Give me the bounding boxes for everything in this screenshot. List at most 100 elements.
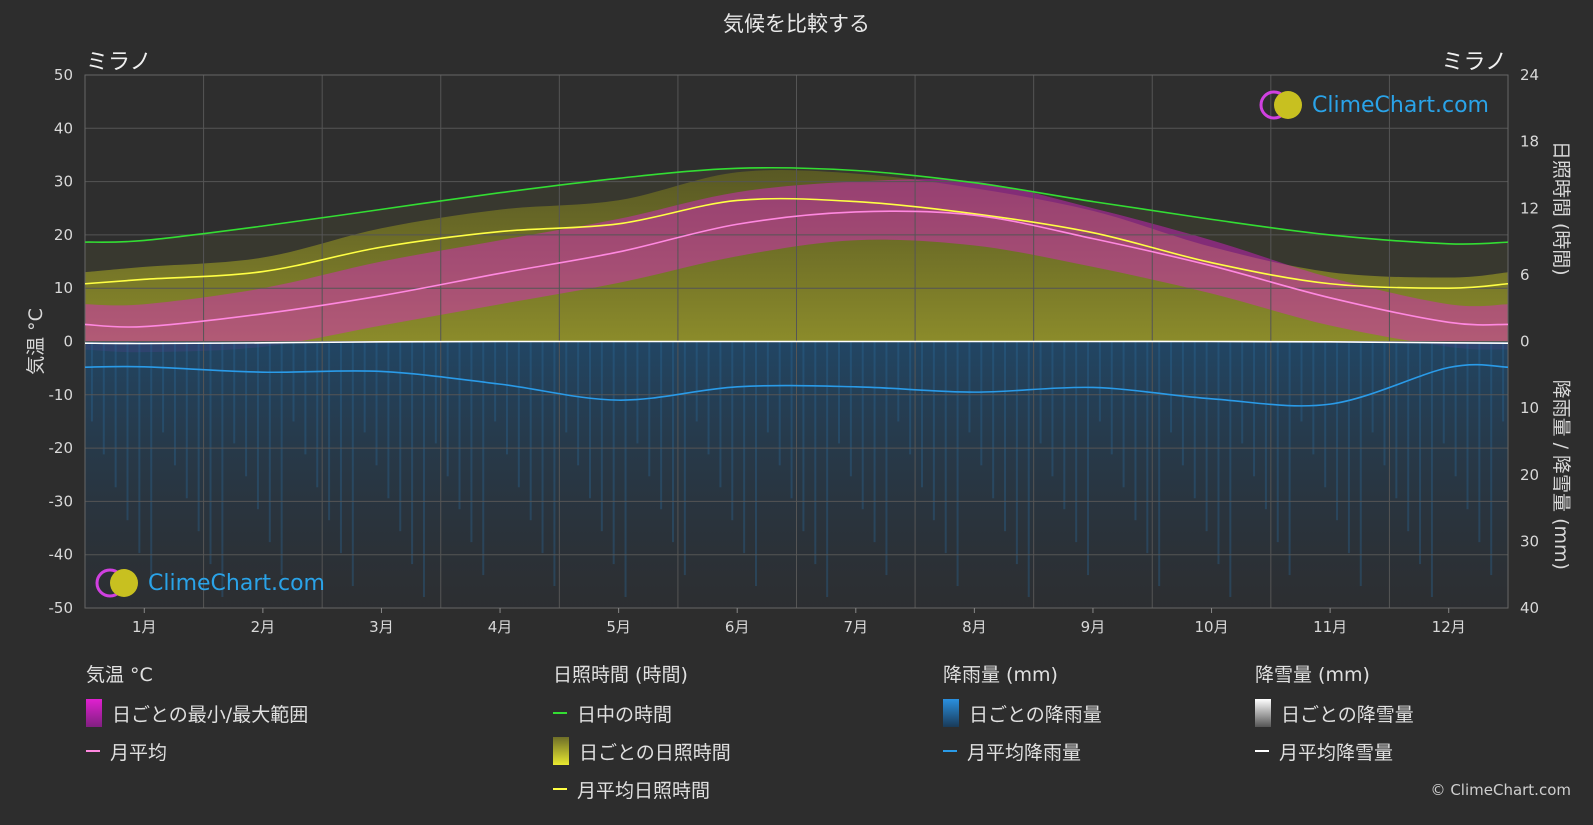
y-tick-left: 20	[54, 226, 73, 244]
rain-daily-bar	[209, 341, 212, 565]
rain-daily-bar	[577, 341, 580, 466]
legend-temp-avg-swatch	[86, 750, 100, 752]
brand-logo-bottom: ClimeChart.com	[94, 566, 325, 600]
rain-daily-bar	[1217, 341, 1220, 565]
rain-daily-bar	[138, 341, 141, 554]
rain-daily-bar	[743, 341, 746, 554]
rain-daily-bar	[292, 341, 295, 422]
y-tick-right-precip: 30	[1520, 532, 1539, 550]
x-tick-label: 8月	[962, 618, 987, 636]
rain-daily-bar	[1359, 341, 1362, 587]
location-left: ミラノ	[86, 50, 152, 75]
y-tick-right-sunshine: 24	[1520, 66, 1539, 84]
rain-daily-bar	[814, 341, 817, 565]
x-tick-label: 2月	[251, 618, 276, 636]
rain-daily-bar	[553, 341, 556, 587]
rain-daily-bar	[683, 341, 686, 576]
rain-daily-bar	[1075, 341, 1078, 543]
rain-daily-bar	[932, 341, 935, 521]
rain-daily-bar	[304, 341, 307, 455]
x-tick-label: 12月	[1432, 618, 1466, 636]
y-tick-right-sunshine: 6	[1520, 266, 1530, 284]
rain-daily-bar	[1087, 341, 1090, 576]
brand-logo-top: ClimeChart.com	[1258, 88, 1489, 122]
rain-daily-bar	[754, 341, 757, 587]
rain-daily-bar	[328, 341, 331, 521]
y-tick-left: 30	[54, 173, 73, 191]
x-tick-label: 11月	[1313, 618, 1347, 636]
rain-daily-bar	[1502, 341, 1505, 422]
rain-daily-bar	[565, 341, 568, 433]
sunshine-avg-line	[84, 197, 1509, 290]
rain-daily-bar	[411, 341, 414, 565]
rain-daily-bar	[921, 341, 924, 488]
rain-daily-bar	[1229, 341, 1232, 598]
y-tick-left: -10	[49, 386, 74, 404]
legend-temperature: 気温 °C 日ごとの最小/最大範囲 月平均	[86, 660, 308, 777]
rain-daily-bar	[1063, 341, 1066, 510]
rain-daily-bar	[1454, 341, 1457, 477]
legend-sunshine-avg-label: 月平均日照時間	[577, 779, 711, 802]
rain-daily-bar	[375, 341, 378, 466]
rain-daily-bar	[150, 341, 153, 587]
rain-daily-bar	[1490, 341, 1493, 576]
rain-avg-line	[84, 363, 1509, 407]
y-tick-left: 10	[54, 279, 73, 297]
rain-daily-bar	[245, 341, 248, 477]
rain-daily-bar	[1430, 341, 1433, 598]
rain-daily-bar	[422, 341, 425, 598]
rain-daily-bar	[173, 341, 176, 466]
rain-daily-bar	[1336, 341, 1339, 521]
rain-daily-bar	[1051, 341, 1054, 477]
chart-title: 気候を比較する	[723, 12, 870, 36]
rain-daily-bar	[944, 341, 947, 554]
snow-avg-line	[84, 340, 1509, 345]
legend-sunshine-avg-swatch	[553, 788, 567, 790]
rain-daily-bar	[1466, 341, 1469, 510]
rain-daily-bar	[1039, 341, 1042, 444]
rain-daily-bar	[624, 341, 627, 598]
location-right: ミラノ	[1441, 50, 1507, 75]
brand-text-top: ClimeChart.com	[1312, 92, 1489, 118]
rain-daily-bar	[1193, 341, 1196, 499]
rain-daily-bar	[707, 341, 710, 455]
rain-daily-bar	[909, 341, 912, 455]
x-tick-label: 1月	[132, 618, 157, 636]
legend-snow-daily-label: 日ごとの降雪量	[1281, 703, 1414, 726]
rain-daily-bar	[1146, 341, 1149, 554]
rain-daily-bar	[861, 341, 864, 510]
rain-daily-bar	[185, 341, 188, 499]
rain-daily-bar	[505, 341, 508, 455]
rain-daily-bar	[588, 341, 591, 499]
rain-daily-bar	[956, 341, 959, 587]
rain-daily-bar	[1205, 341, 1208, 532]
rain-daily-bar	[719, 341, 722, 488]
temp-avg-line	[84, 210, 1509, 328]
rain-daily-bar	[1134, 341, 1137, 521]
x-tick-label: 5月	[606, 618, 631, 636]
legend-sunshine-title: 日照時間 (時間)	[553, 664, 688, 686]
legend-rain-title: 降雨量 (mm)	[943, 664, 1058, 686]
x-tick-label: 10月	[1194, 618, 1228, 636]
rain-daily-bar	[541, 341, 544, 554]
rain-daily-bar	[1324, 341, 1327, 488]
rain-daily-bar	[802, 341, 805, 532]
rain-daily-bar	[1027, 341, 1030, 598]
rain-daily-bar	[102, 341, 105, 455]
rain-daily-bar	[233, 341, 236, 444]
rain-daily-bar	[280, 341, 283, 576]
rain-daily-bar	[1241, 341, 1244, 444]
legend-temperature-title: 気温 °C	[86, 664, 153, 686]
rain-daily-bar	[980, 341, 983, 466]
rain-daily-bar	[197, 341, 200, 532]
y-tick-right-precip: 20	[1520, 466, 1539, 484]
rain-daily-bar	[316, 341, 319, 488]
rain-daily-bar	[790, 341, 793, 499]
rain-daily-bar	[470, 341, 473, 543]
rain-daily-bar	[1110, 341, 1113, 455]
rain-daily-bar	[114, 341, 117, 488]
rain-daily-bar	[992, 341, 995, 499]
y-axis-title-right-top: 日照時間 (時間)	[1550, 141, 1572, 276]
rain-daily-bar	[387, 341, 390, 499]
rain-daily-bar	[1098, 341, 1101, 422]
